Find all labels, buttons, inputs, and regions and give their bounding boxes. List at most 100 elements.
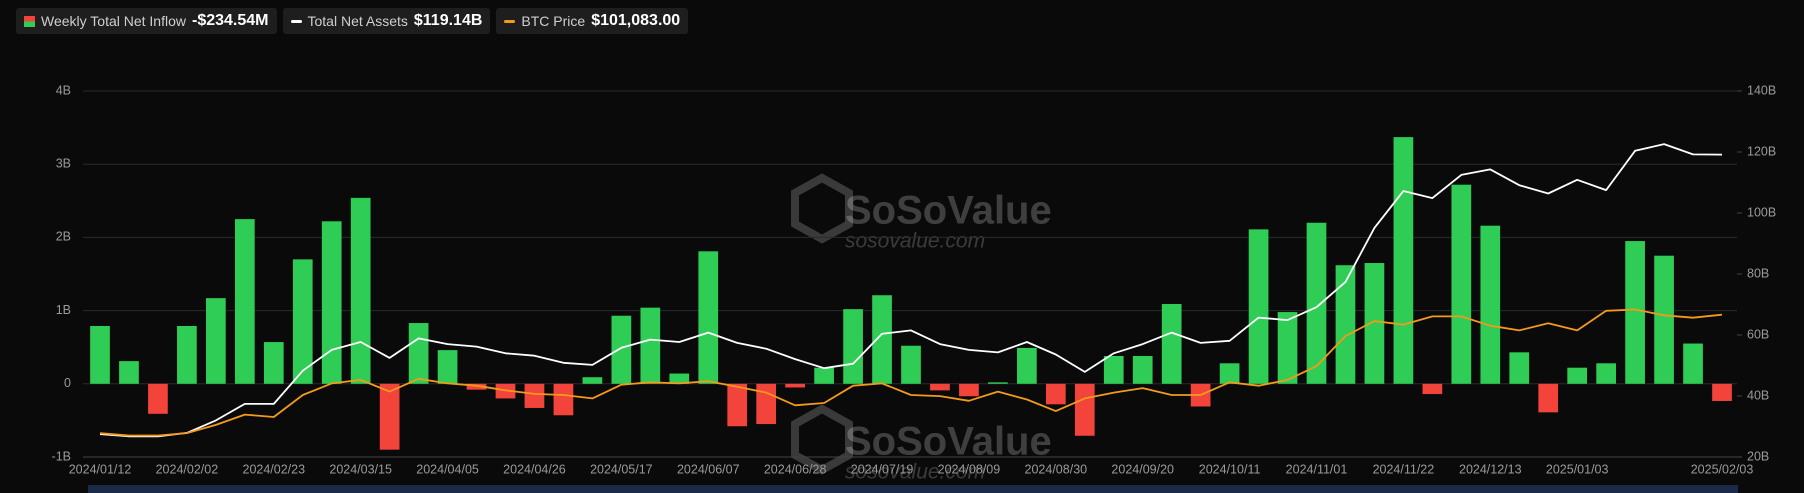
bar — [1596, 363, 1616, 384]
bar — [1683, 343, 1703, 384]
bar — [1451, 184, 1472, 384]
x-tick-label: 2024/07/19 — [851, 462, 914, 476]
bar — [843, 309, 863, 384]
watermark-url: sosovalue.com — [845, 230, 985, 253]
x-tick-label: 2024/05/17 — [590, 462, 653, 476]
bar — [1132, 355, 1153, 384]
legend-name: Total Net Assets — [307, 13, 408, 29]
x-tick-label: 2024/10/11 — [1199, 462, 1261, 476]
bar — [1074, 383, 1095, 436]
y-tick-label: 1B — [56, 303, 71, 317]
bar — [524, 383, 545, 408]
y-tick-label: 2B — [56, 230, 71, 244]
bar — [1045, 383, 1066, 405]
bar — [669, 373, 690, 384]
line — [99, 143, 1723, 438]
bar — [1625, 241, 1645, 384]
legend-name: BTC Price — [521, 13, 586, 29]
y-tick-label: -1B — [52, 449, 71, 463]
watermark-text: SoSoValue — [845, 420, 1052, 464]
x-tick-label: 2024/12/13 — [1459, 462, 1522, 476]
legend-icon — [504, 19, 516, 23]
bar — [1306, 222, 1327, 384]
watermark-text: SoSoValue — [845, 189, 1052, 233]
bar — [1335, 265, 1356, 384]
x-tick-label: 2024/08/09 — [938, 462, 1001, 476]
legend-item[interactable]: BTC Price $101,083.00 — [496, 8, 689, 34]
bar — [611, 315, 632, 384]
bar — [1277, 312, 1298, 384]
bar — [1422, 383, 1443, 395]
bar — [901, 345, 921, 384]
bar — [1480, 225, 1501, 384]
bar — [959, 383, 979, 397]
x-tick-label: 2024/02/23 — [243, 462, 306, 476]
bar — [1248, 229, 1269, 384]
line — [99, 308, 1723, 437]
bar — [1219, 363, 1240, 384]
legend-value: $119.14B — [413, 12, 483, 29]
x-tick-label: 2024/09/20 — [1111, 462, 1174, 476]
bar — [640, 307, 661, 384]
bar — [1712, 383, 1732, 401]
y-tick-label: 4B — [56, 83, 71, 97]
bar — [1509, 352, 1530, 384]
x-tick-label: 2024/04/05 — [416, 462, 479, 476]
y-tick-label: 3B — [56, 156, 71, 170]
bar — [553, 383, 574, 416]
bar — [379, 383, 400, 450]
scrollbar[interactable] — [88, 485, 1738, 493]
bar — [321, 221, 342, 384]
y2-tick-label: 60B — [1747, 327, 1769, 341]
x-tick-label: 2024/11/22 — [1373, 462, 1435, 476]
x-tick-label: 2024/02/02 — [156, 462, 219, 476]
bar — [1654, 255, 1674, 384]
watermark — [791, 173, 853, 475]
bar — [148, 383, 168, 414]
legend-name: Weekly Total Net Inflow — [41, 13, 186, 29]
bar — [582, 377, 603, 384]
legend-item[interactable]: Weekly Total Net Inflow -$234.54M — [16, 8, 277, 34]
x-tick-label: 2024/08/30 — [1025, 462, 1088, 476]
y2-tick-label: 40B — [1747, 388, 1769, 402]
bar — [90, 325, 110, 384]
bar — [408, 323, 429, 384]
y2-tick-label: 80B — [1747, 266, 1769, 280]
x-tick-label: 2024/06/07 — [677, 462, 740, 476]
legend-value: $101,083.00 — [591, 12, 681, 29]
bar — [698, 251, 719, 384]
bar — [1538, 383, 1559, 413]
legend-icon — [290, 19, 302, 23]
bar — [263, 342, 284, 384]
bar — [1103, 355, 1124, 384]
bar — [1393, 137, 1414, 384]
watermark-url: sosovalue.com — [845, 461, 985, 484]
y2-tick-label: 120B — [1747, 144, 1776, 158]
legend-icon — [24, 15, 35, 27]
bar — [872, 295, 892, 384]
x-tick-label: 2024/06/28 — [764, 462, 827, 476]
legend: Weekly Total Net Inflow -$234.54M Total Ne… — [16, 8, 689, 34]
bar — [177, 325, 197, 384]
legend-item[interactable]: Total Net Assets $119.14B — [282, 8, 491, 34]
bar — [466, 383, 487, 390]
x-tick-label: 2024/03/15 — [329, 462, 392, 476]
y-tick-label: 0 — [64, 376, 71, 390]
bar — [785, 383, 805, 388]
bar — [234, 219, 255, 384]
y2-tick-label: 140B — [1747, 83, 1776, 97]
y2-tick-label: 100B — [1747, 205, 1776, 219]
bar — [206, 298, 226, 384]
bar — [727, 383, 748, 427]
bar — [930, 383, 950, 391]
y2-tick-label: 20B — [1747, 449, 1769, 463]
bar — [350, 197, 371, 384]
bar — [1567, 367, 1588, 384]
x-tick-label: 2024/04/26 — [503, 462, 566, 476]
bar — [756, 383, 777, 425]
bar — [1161, 304, 1182, 384]
legend-value: -$234.54M — [192, 12, 269, 29]
bar — [814, 367, 834, 384]
